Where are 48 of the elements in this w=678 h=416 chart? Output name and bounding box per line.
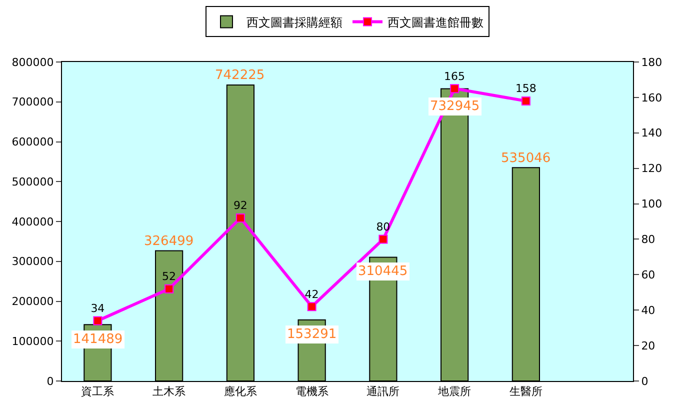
y-tick-label: 400000: [12, 215, 54, 228]
y2-tick-label: 180: [641, 56, 662, 69]
y-tick-label: 500000: [12, 175, 54, 188]
y-tick-label: 100000: [12, 334, 54, 348]
point: [450, 84, 460, 94]
data-label: 165: [444, 70, 466, 83]
data-label: 52: [162, 270, 176, 284]
x-tick-label: 生醫所: [509, 385, 542, 398]
y-tick-label: 300000: [12, 255, 54, 268]
y-tick-label: 600000: [12, 136, 54, 149]
data-label: 326499: [144, 234, 194, 249]
data-label: 141489: [73, 332, 123, 347]
y-tick-label: 200000: [12, 295, 54, 308]
y2-tick-label: 0: [641, 374, 648, 388]
y2-tick-label: 120: [641, 162, 662, 176]
y-tick-label: 800000: [12, 56, 54, 69]
y2-tick-label: 100: [641, 198, 662, 211]
x-tick-label: 通訊所: [366, 385, 400, 398]
x-tick-label: 電機系: [295, 385, 328, 398]
y-tick-label: 0: [46, 374, 54, 388]
data-label: 153291: [287, 327, 337, 342]
data-label: 732945: [430, 99, 480, 114]
data-label: 535046: [501, 151, 551, 166]
point: [521, 96, 530, 106]
data-label: 42: [304, 288, 319, 301]
x-tick-label: 資工系: [81, 385, 114, 398]
data-label: 158: [515, 82, 536, 96]
x-tick-label: 土木系: [152, 385, 186, 398]
y2-tick-label: 60: [641, 268, 656, 282]
point: [307, 302, 316, 312]
point: [93, 316, 102, 326]
y2-tick-label: 40: [641, 304, 656, 317]
y2-tick-label: 20: [641, 339, 656, 352]
legend-label: 西文圖書進館冊數: [388, 15, 484, 30]
data-label: 742225: [215, 68, 265, 83]
point: [164, 284, 174, 294]
data-label: 34: [90, 302, 105, 315]
y-tick-label: 700000: [12, 96, 54, 109]
y2-tick-label: 140: [641, 126, 662, 140]
point: [378, 234, 388, 244]
y2-tick-label: 80: [641, 233, 656, 246]
x-tick-label: 應化系: [224, 385, 257, 398]
point: [236, 213, 245, 222]
data-label: 310445: [358, 264, 408, 279]
x-tick-label: 地震所: [437, 385, 472, 398]
legend-label: 西文圖書採購經額: [246, 15, 342, 30]
y2-tick-label: 160: [641, 91, 662, 104]
data-label: 92: [233, 199, 248, 212]
